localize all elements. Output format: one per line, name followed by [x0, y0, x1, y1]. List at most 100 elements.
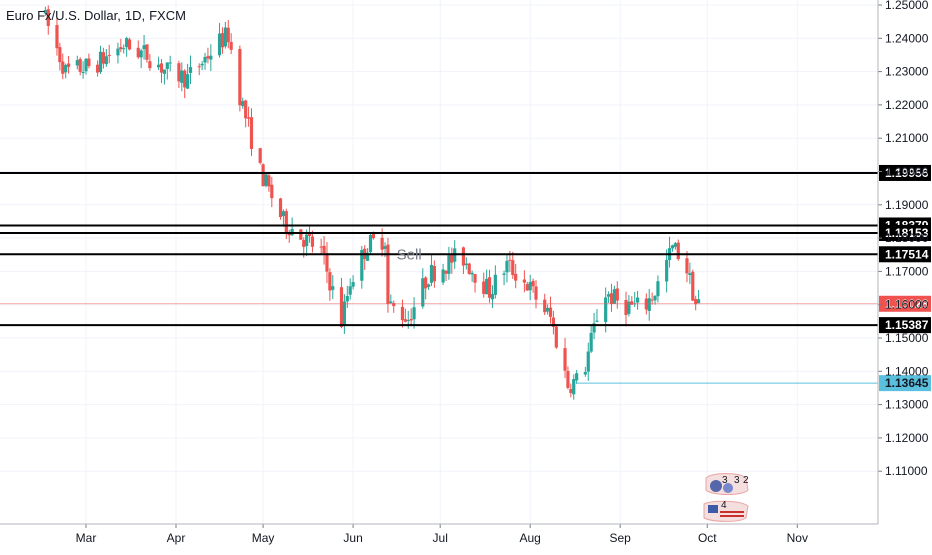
candle-down — [78, 57, 82, 76]
candle-body — [217, 33, 222, 56]
candle-body — [302, 240, 306, 247]
candle-body — [46, 9, 50, 26]
price-tag-box — [879, 225, 931, 242]
candle-down — [534, 280, 538, 309]
candle-body — [180, 70, 184, 83]
chart-title: Euro Fx/U.S. Dollar, 1D, FXCM — [6, 8, 190, 23]
price-tag-label: 1.16028 — [885, 297, 929, 311]
y-tick-label: 1.13000 — [885, 398, 929, 412]
event-icons[interactable]: 3 3 2 4 — [703, 473, 749, 522]
candle-body — [310, 236, 315, 247]
title-interval: 1D, — [124, 8, 146, 23]
svg-text:2: 2 — [743, 475, 749, 486]
candle-down — [148, 54, 152, 71]
symbol-name: Euro Fx/U.S. Dollar, — [6, 8, 121, 23]
candle-down — [127, 37, 132, 51]
candle-body — [522, 279, 526, 283]
candles — [43, 5, 701, 400]
candle-body — [43, 10, 47, 14]
candle-up — [612, 285, 616, 304]
candle-body — [162, 69, 166, 74]
y-tick-label: 1.12000 — [885, 431, 929, 445]
candle-up — [351, 275, 355, 290]
candle-body — [412, 307, 416, 320]
candle-body — [595, 320, 599, 322]
candle-body — [220, 33, 225, 48]
candle-up — [200, 61, 204, 71]
candle-up — [122, 44, 126, 54]
candle-body — [177, 63, 181, 82]
price-tag-label: 1.17514 — [885, 247, 929, 261]
candle-down — [543, 293, 547, 316]
candle-body — [148, 61, 152, 69]
candle-down — [650, 292, 654, 305]
y-tick-label: 1.23000 — [885, 65, 929, 79]
candle-down — [96, 60, 100, 77]
candle-body — [485, 278, 489, 295]
candle-body — [546, 307, 550, 312]
candle-body — [197, 66, 201, 68]
candle-body — [694, 299, 698, 305]
candle-up — [583, 366, 587, 377]
candle-body — [127, 39, 132, 50]
candle-up — [670, 244, 675, 252]
candle-body — [673, 243, 677, 247]
candle-body — [511, 260, 515, 276]
candle-body — [270, 184, 274, 199]
candle-down — [554, 324, 558, 349]
x-tick-label: May — [252, 531, 275, 545]
economic-events-icon[interactable]: 3 3 2 — [705, 473, 749, 495]
candle-body — [122, 48, 126, 50]
candle-body — [554, 326, 558, 348]
candle-down — [569, 383, 573, 398]
y-tick-label: 1.17000 — [885, 264, 929, 278]
candle-up — [241, 97, 245, 109]
price-tag-box — [879, 246, 931, 263]
candle-up — [139, 48, 143, 69]
candle-body — [441, 269, 445, 283]
candle-body — [450, 254, 454, 263]
candle-down — [66, 56, 71, 74]
candle-body — [551, 317, 556, 327]
candle-up — [606, 291, 611, 303]
y-tick-label: 1.15000 — [885, 331, 929, 345]
candle-up — [186, 63, 190, 90]
candle-body — [624, 299, 628, 316]
candle-body — [543, 299, 547, 313]
candle-body — [575, 373, 579, 381]
candle-body — [653, 295, 657, 301]
y-tick-label: 1.18000 — [885, 231, 929, 245]
candle-down — [319, 238, 323, 254]
candle-down — [270, 176, 274, 208]
grid — [0, 0, 878, 524]
candle-body — [627, 301, 631, 314]
candle-body — [482, 281, 486, 294]
title-source: FXCM — [149, 8, 186, 23]
candle-down — [487, 269, 492, 303]
x-tick-label: Aug — [520, 531, 541, 545]
candle-down — [450, 247, 454, 274]
us-flag-events-icon[interactable]: 4 — [703, 500, 749, 522]
candle-up — [595, 309, 599, 323]
candle-up — [485, 269, 489, 295]
candle-down — [386, 237, 390, 313]
x-tick-label: Jul — [433, 531, 448, 545]
candle-down — [531, 278, 535, 293]
candle-body — [246, 117, 251, 119]
candle-body — [305, 234, 309, 247]
candle-down — [522, 270, 526, 293]
candle-body — [139, 50, 143, 58]
candle-body — [116, 48, 120, 56]
x-tick-label: Mar — [76, 531, 97, 545]
candle-body — [360, 249, 364, 281]
y-tick-label: 1.21000 — [885, 131, 929, 145]
candle-down — [624, 291, 628, 327]
candle-body — [319, 246, 323, 248]
candle-body — [281, 211, 286, 216]
candle-up — [470, 270, 474, 282]
x-tick-label: Nov — [787, 531, 808, 545]
candle-body — [229, 41, 233, 50]
candle-up — [426, 283, 431, 290]
candle-down — [101, 47, 106, 69]
